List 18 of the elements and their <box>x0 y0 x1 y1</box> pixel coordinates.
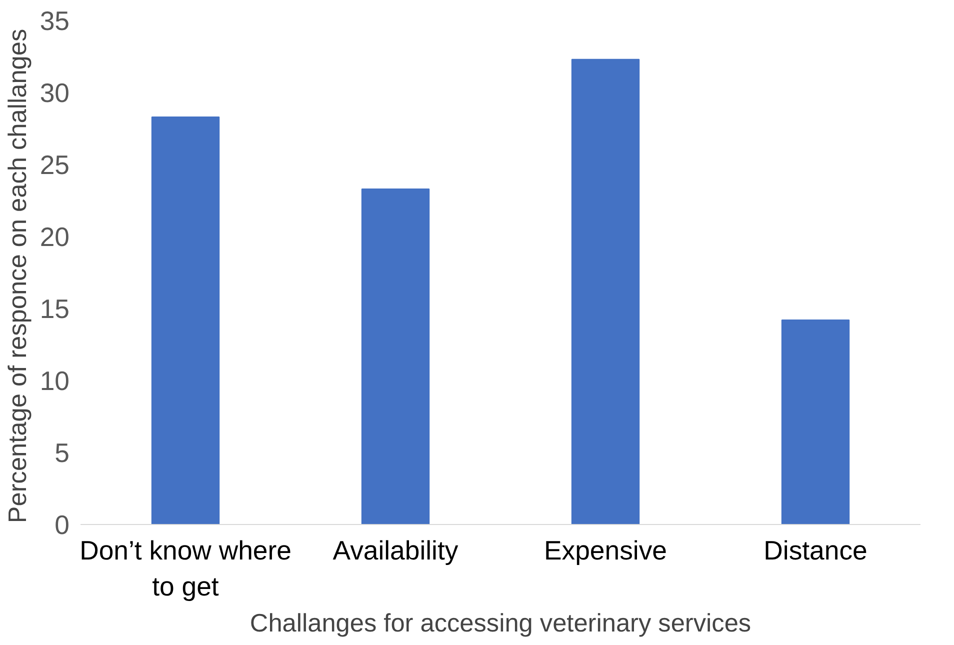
bar <box>361 188 430 524</box>
bar <box>151 116 220 524</box>
x-tick-label: Don’t know where to get <box>80 536 292 602</box>
y-tick-label: 5 <box>54 438 70 468</box>
y-tick-label: 35 <box>40 6 70 36</box>
y-axis-title: Percentage of responce on each challanges <box>4 28 32 524</box>
bar <box>781 320 850 524</box>
x-tick-label: Expensive <box>544 536 668 566</box>
x-axis-title: Challanges for accessing veterinary services <box>250 610 752 638</box>
y-tick-label: 10 <box>40 366 70 396</box>
bar <box>571 58 640 524</box>
y-tick-label: 25 <box>40 150 70 180</box>
y-tick-label: 20 <box>40 222 70 252</box>
y-tick-label: 15 <box>40 294 70 324</box>
y-tick-label: 0 <box>54 510 70 540</box>
x-tick-label: Availability <box>332 536 459 566</box>
x-tick-label: Distance <box>764 536 868 566</box>
y-tick-label: 30 <box>40 78 70 108</box>
